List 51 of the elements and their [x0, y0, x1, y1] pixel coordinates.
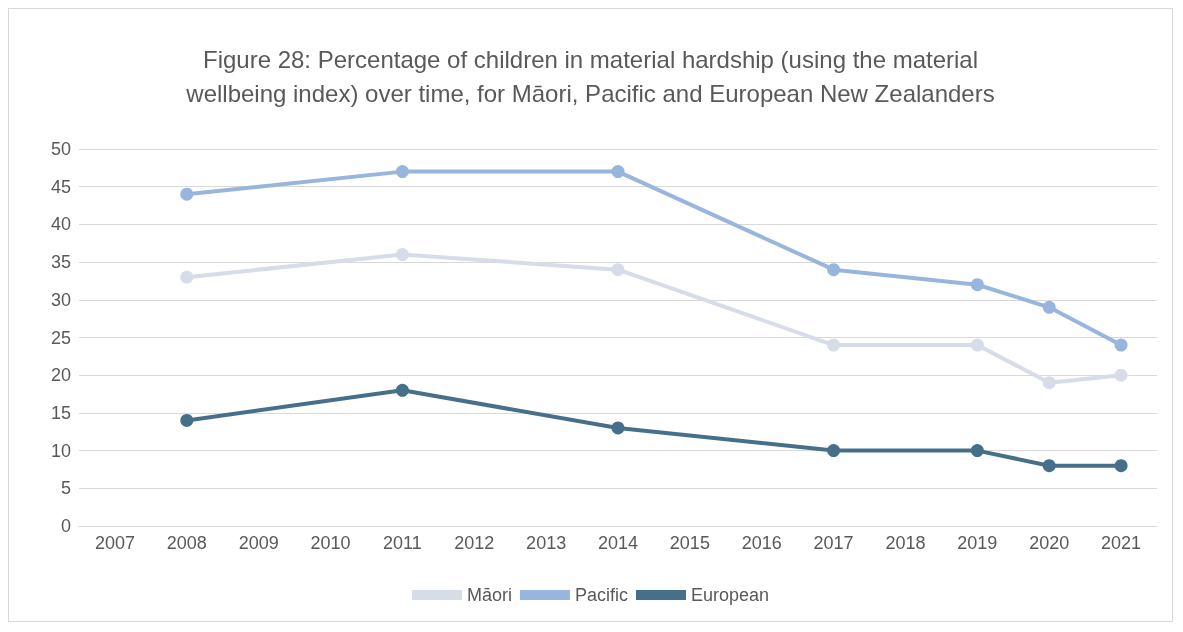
legend-label: European: [690, 585, 770, 605]
point: [970, 338, 984, 352]
y-tick-label: 50: [50, 139, 71, 159]
point: [1114, 459, 1128, 473]
x-tick-label: 2014: [597, 533, 639, 553]
y-tick-label: 15: [50, 402, 71, 423]
x-tick-label: 2017: [813, 533, 854, 553]
point: [827, 263, 841, 277]
y-tick-label: 0: [60, 516, 71, 536]
x-tick-label: 2020: [1029, 533, 1070, 553]
point: [827, 338, 841, 352]
point: [180, 413, 194, 427]
point: [395, 248, 409, 262]
y-tick-label: 35: [50, 252, 71, 273]
x-tick-label: 2018: [885, 533, 926, 553]
x-tick-label: 2021: [1101, 533, 1142, 553]
point: [180, 270, 194, 284]
chart-title: Figure 28: Percentage of children in material hardship (using the material wellbeing index) over time, for Māori, Pacific and European New Zealanders: [185, 45, 995, 107]
x-tick-label: 2019: [957, 533, 998, 553]
y-tick-label: 25: [50, 327, 71, 348]
x-tick-label: 2011: [383, 533, 422, 553]
point: [611, 165, 625, 179]
legend-label: Pacific: [574, 585, 628, 605]
point: [1042, 376, 1056, 390]
point: [611, 263, 625, 277]
x-tick-label: 2007: [94, 533, 135, 553]
point: [611, 421, 625, 435]
point: [827, 444, 841, 458]
x-tick-label: 2012: [454, 533, 495, 553]
point: [180, 187, 194, 201]
x-tick-label: 2016: [741, 533, 782, 553]
point: [970, 278, 984, 292]
x-tick-label: 2008: [166, 533, 207, 553]
y-tick-label: 40: [50, 214, 71, 235]
y-tick-label: 45: [50, 176, 71, 197]
point: [1042, 300, 1056, 314]
y-tick-label: 30: [50, 289, 71, 310]
x-tick-label: 2013: [526, 533, 567, 553]
point: [1042, 459, 1056, 473]
x-tick-label: 2015: [669, 533, 710, 553]
y-tick-label: 10: [50, 440, 71, 461]
x-tick-label: 2009: [238, 533, 279, 553]
point: [395, 165, 409, 179]
legend-label: Māori: [466, 585, 512, 605]
x-tick-label: 2010: [310, 533, 351, 553]
point: [1114, 368, 1128, 382]
point: [395, 383, 409, 397]
y-tick-label: 5: [60, 478, 71, 499]
point: [1114, 338, 1128, 352]
y-tick-label: 20: [50, 365, 71, 386]
point: [970, 444, 984, 458]
